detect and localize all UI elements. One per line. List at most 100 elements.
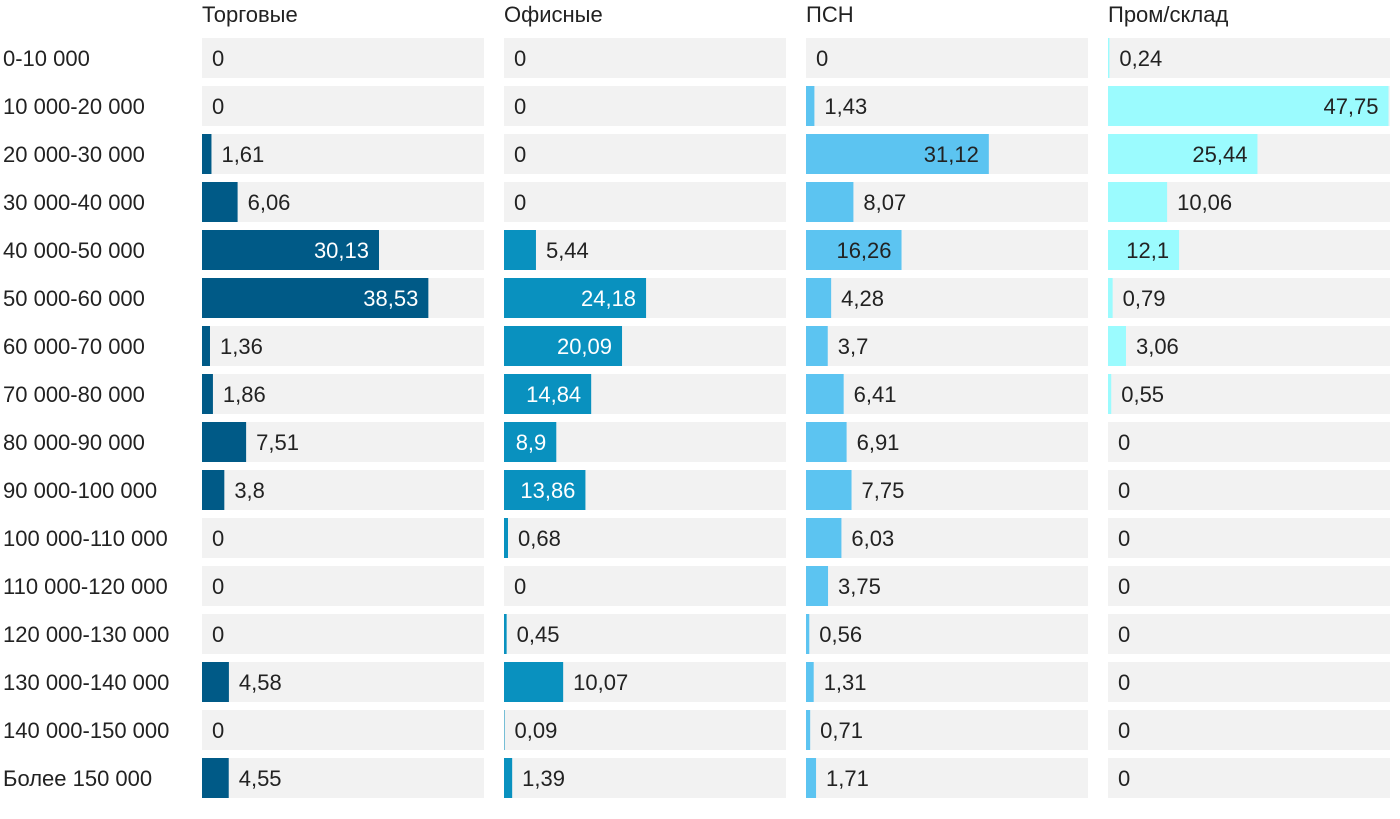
- data-label: 0: [1118, 526, 1130, 551]
- bar-track: [504, 182, 786, 222]
- data-label: 12,1: [1126, 238, 1169, 263]
- data-label: 0,79: [1123, 286, 1166, 311]
- data-label: 0,09: [515, 718, 558, 743]
- data-label: 31,12: [924, 142, 979, 167]
- data-label: 5,44: [546, 238, 589, 263]
- data-label: 1,36: [220, 334, 263, 359]
- bar: [806, 518, 842, 558]
- data-label: 1,86: [223, 382, 266, 407]
- bar-track: [202, 614, 484, 654]
- bar: [806, 278, 832, 318]
- bar-track: [1108, 470, 1390, 510]
- data-label: 16,26: [836, 238, 891, 263]
- bar-track: [1108, 710, 1390, 750]
- data-label: 0: [212, 46, 224, 71]
- data-label: 0,45: [517, 622, 560, 647]
- data-label: 10,06: [1177, 190, 1232, 215]
- data-label: 4,58: [239, 670, 282, 695]
- category-label: 140 000-150 000: [3, 718, 169, 743]
- data-label: 0,56: [819, 622, 862, 647]
- data-label: 0: [212, 526, 224, 551]
- bar: [806, 230, 902, 270]
- bar-track: [1108, 518, 1390, 558]
- bar-track: [806, 566, 1088, 606]
- bar: [504, 662, 564, 702]
- bar: [504, 470, 586, 510]
- bar: [504, 374, 592, 414]
- bar-track: [202, 326, 484, 366]
- bar-track: [1108, 614, 1390, 654]
- category-label: 30 000-40 000: [3, 190, 145, 215]
- data-label: 0: [514, 94, 526, 119]
- data-label: 4,55: [239, 766, 282, 791]
- bar-track: [1108, 278, 1390, 318]
- category-label: 90 000-100 000: [3, 478, 157, 503]
- data-label: 38,53: [363, 286, 418, 311]
- category-label: 130 000-140 000: [3, 670, 169, 695]
- bar-track: [202, 518, 484, 558]
- bar-track: [202, 422, 484, 462]
- bar-track: [1108, 422, 1390, 462]
- data-label: 1,39: [522, 766, 565, 791]
- bar: [806, 134, 989, 174]
- bar-track: [806, 278, 1088, 318]
- data-label: 0: [514, 574, 526, 599]
- bar: [806, 758, 817, 798]
- data-label: 6,06: [248, 190, 291, 215]
- bar-track: [806, 710, 1088, 750]
- bar-track: [806, 422, 1088, 462]
- bar-track: [1108, 758, 1390, 798]
- data-label: 47,75: [1323, 94, 1378, 119]
- bar: [202, 182, 238, 222]
- bar-track: [806, 470, 1088, 510]
- bar: [1108, 278, 1113, 318]
- bar: [806, 326, 828, 366]
- data-label: 0: [212, 718, 224, 743]
- bar-track: [504, 614, 786, 654]
- bar-track: [1108, 662, 1390, 702]
- bar: [504, 278, 647, 318]
- data-label: 13,86: [520, 478, 575, 503]
- data-label: 0: [212, 574, 224, 599]
- data-label: 0: [816, 46, 828, 71]
- bar: [806, 662, 814, 702]
- data-label: 14,84: [526, 382, 581, 407]
- category-label: 10 000-20 000: [3, 94, 145, 119]
- category-label: 110 000-120 000: [3, 574, 168, 599]
- bar: [1108, 230, 1180, 270]
- bar-track: [202, 710, 484, 750]
- data-label: 1,31: [824, 670, 867, 695]
- series-header: Пром/склад: [1108, 2, 1228, 27]
- bar-track: [806, 614, 1088, 654]
- bar: [504, 614, 507, 654]
- bar: [202, 326, 210, 366]
- bar: [806, 566, 829, 606]
- bar-track: [504, 86, 786, 126]
- bar-track: [504, 710, 786, 750]
- bar: [202, 758, 229, 798]
- data-label: 3,7: [838, 334, 869, 359]
- series-header: ПСН: [806, 2, 854, 27]
- bar: [504, 710, 505, 750]
- bar-track: [1108, 38, 1390, 78]
- bar-track: [504, 38, 786, 78]
- data-label: 0: [1118, 430, 1130, 455]
- bar-track: [1108, 374, 1390, 414]
- data-label: 0: [212, 94, 224, 119]
- category-label: 20 000-30 000: [3, 142, 145, 167]
- bar: [806, 374, 844, 414]
- data-label: 6,03: [851, 526, 894, 551]
- bar: [1108, 86, 1389, 126]
- data-label: 3,75: [838, 574, 881, 599]
- data-label: 0,71: [820, 718, 863, 743]
- data-label: 25,44: [1192, 142, 1247, 167]
- bar-track: [202, 566, 484, 606]
- data-label: 8,9: [516, 430, 547, 455]
- category-label: 60 000-70 000: [3, 334, 145, 359]
- bar: [806, 470, 852, 510]
- bar: [202, 230, 380, 270]
- data-label: 0: [1118, 574, 1130, 599]
- data-label: 0: [1118, 718, 1130, 743]
- category-label: 80 000-90 000: [3, 430, 145, 455]
- bar: [202, 374, 213, 414]
